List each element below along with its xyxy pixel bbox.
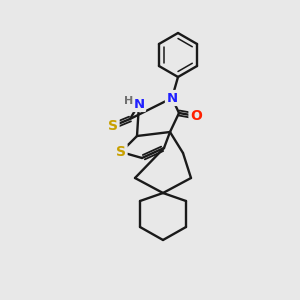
Text: N: N <box>134 98 145 110</box>
Text: O: O <box>190 109 202 123</box>
Text: S: S <box>108 119 118 133</box>
Text: N: N <box>167 92 178 104</box>
Text: H: H <box>124 96 134 106</box>
Text: S: S <box>116 145 126 159</box>
